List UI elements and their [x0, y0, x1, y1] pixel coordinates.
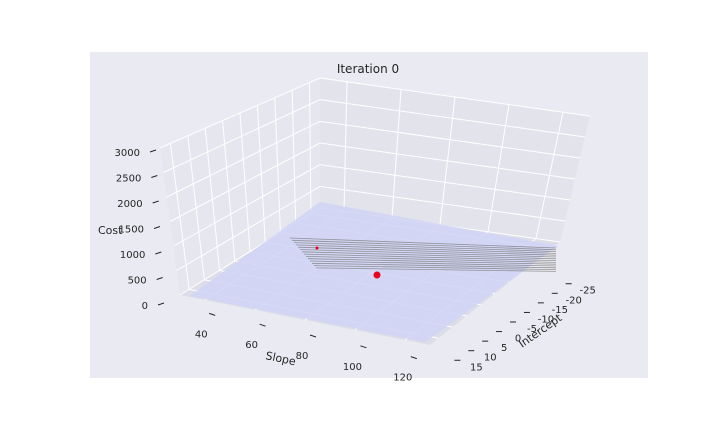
back-pane [320, 78, 590, 242]
z-tick-mark [157, 302, 165, 306]
x-axis-label: Slope [264, 349, 297, 368]
contour-line [299, 249, 557, 258]
contour-line [291, 239, 557, 251]
contour-lines [289, 237, 557, 272]
z-axis-label: Cost [98, 224, 123, 237]
z-tick-mark [149, 149, 157, 153]
slope-tick-mark [209, 312, 216, 316]
slope-tick-mark [309, 334, 317, 338]
minimum-marker [315, 246, 319, 250]
z-tick-mark [151, 175, 158, 178]
slope-tick-label: 80 [296, 351, 309, 362]
chart-title: Iteration 0 [337, 62, 399, 76]
z-gridline [159, 77, 591, 149]
slope-tick-mark [410, 356, 417, 360]
contour-line [289, 237, 557, 249]
contour-line [307, 258, 557, 265]
contour-line [311, 262, 557, 269]
contour-line [313, 265, 557, 270]
z-gridline [176, 185, 566, 271]
z-tick-mark [156, 277, 163, 280]
contour-line [309, 260, 557, 267]
intercept-tick-label: 5 [501, 343, 507, 354]
slope-tick-label: 100 [343, 362, 362, 373]
z-tick-mark [153, 226, 161, 229]
cost-surface [190, 202, 558, 342]
z-tick-label: 1500 [119, 225, 144, 236]
contour-line [305, 256, 557, 263]
z-tick-label: 2000 [117, 199, 142, 210]
contour-line [293, 242, 557, 252]
intercept-tick-label: 15 [470, 362, 483, 373]
z-tick-label: 3000 [115, 148, 140, 159]
z-tick-mark [152, 200, 159, 204]
contour-line [295, 244, 557, 254]
contour-line [315, 267, 557, 272]
z-gridline [173, 164, 571, 247]
z-tick-label: 500 [128, 276, 147, 287]
contour-line [303, 253, 557, 261]
slope-tick-label: 40 [195, 329, 208, 340]
slope-axis-ticks: 40 60 80 100 120 [195, 312, 417, 384]
z-tick-label: 2500 [116, 174, 141, 185]
intercept-tick-label: -25 [579, 286, 595, 297]
z-tick-mark [155, 251, 162, 255]
intercept-tick-label: 0 [515, 334, 521, 345]
contour-line [301, 251, 557, 260]
slope-tick-label: 60 [245, 340, 258, 351]
z-gridline [169, 142, 576, 222]
intercept-tick-label: -5 [527, 324, 537, 335]
slope-tick-label: 120 [393, 373, 412, 384]
slope-tick-mark [360, 345, 367, 349]
z-gridline [166, 120, 581, 198]
z-tick-label: 1000 [120, 250, 145, 261]
z-gridline [163, 99, 586, 173]
contour-line [297, 246, 557, 256]
intercept-tick-label: -10 [538, 314, 554, 325]
slope-tick-mark [259, 323, 266, 327]
cost-axis-ticks: 0 500 1000 1500 2000 2500 3000 [115, 148, 165, 312]
z-tick-label: 0 [142, 301, 148, 312]
intercept-tick-label: 10 [484, 353, 497, 364]
intercept-tick-label: -20 [566, 295, 582, 306]
current-point [373, 271, 381, 279]
intercept-tick-label: -15 [552, 305, 568, 316]
